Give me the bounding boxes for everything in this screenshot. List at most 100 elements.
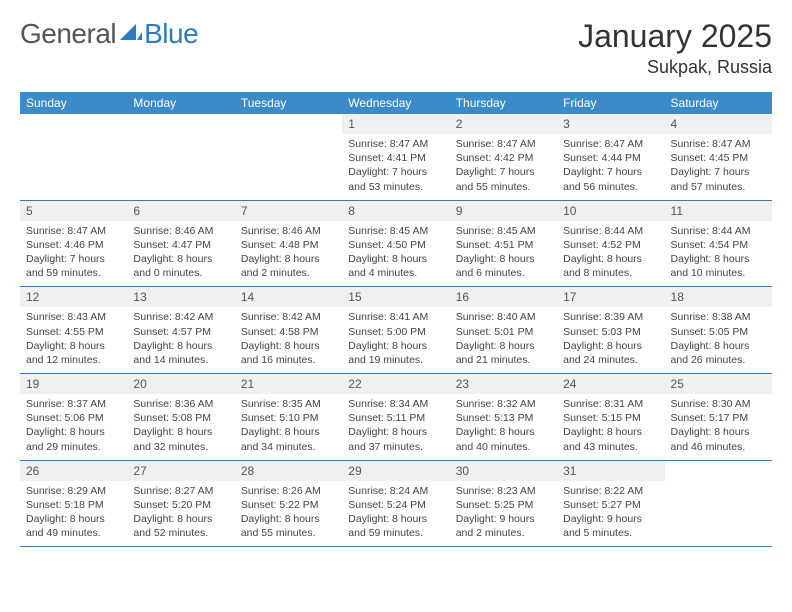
day-number: 15 [342, 287, 449, 307]
day-cell: 1Sunrise: 8:47 AMSunset: 4:41 PMDaylight… [342, 114, 449, 200]
week-row: 26Sunrise: 8:29 AMSunset: 5:18 PMDayligh… [20, 460, 772, 547]
daylight-text: Daylight: 8 hours and 59 minutes. [348, 512, 443, 540]
day-header-row: Sunday Monday Tuesday Wednesday Thursday… [20, 92, 772, 114]
day-header: Tuesday [235, 92, 342, 114]
daylight-text: Daylight: 8 hours and 2 minutes. [241, 252, 336, 280]
week-row: 19Sunrise: 8:37 AMSunset: 5:06 PMDayligh… [20, 374, 772, 461]
day-header: Saturday [665, 92, 772, 114]
day-details: Sunrise: 8:47 AMSunset: 4:41 PMDaylight:… [342, 134, 449, 200]
day-number: 11 [665, 201, 772, 221]
sunset-text: Sunset: 4:58 PM [241, 325, 336, 339]
sunset-text: Sunset: 5:24 PM [348, 498, 443, 512]
day-header: Thursday [450, 92, 557, 114]
calendar-table: Sunday Monday Tuesday Wednesday Thursday… [20, 92, 772, 547]
day-cell: 19Sunrise: 8:37 AMSunset: 5:06 PMDayligh… [20, 374, 127, 461]
sunrise-text: Sunrise: 8:35 AM [241, 397, 336, 411]
day-details: Sunrise: 8:46 AMSunset: 4:47 PMDaylight:… [127, 221, 234, 287]
day-number: 31 [557, 461, 664, 481]
sunset-text: Sunset: 5:27 PM [563, 498, 658, 512]
day-number: 18 [665, 287, 772, 307]
day-number: 29 [342, 461, 449, 481]
daylight-text: Daylight: 9 hours and 5 minutes. [563, 512, 658, 540]
day-number: 26 [20, 461, 127, 481]
day-cell: 22Sunrise: 8:34 AMSunset: 5:11 PMDayligh… [342, 374, 449, 461]
sunset-text: Sunset: 4:52 PM [563, 238, 658, 252]
sunrise-text: Sunrise: 8:47 AM [26, 224, 121, 238]
sunset-text: Sunset: 4:57 PM [133, 325, 228, 339]
logo-text-blue: Blue [144, 18, 198, 50]
day-cell [127, 114, 234, 200]
sunrise-text: Sunrise: 8:45 AM [348, 224, 443, 238]
day-details: Sunrise: 8:47 AMSunset: 4:46 PMDaylight:… [20, 221, 127, 287]
daylight-text: Daylight: 8 hours and 10 minutes. [671, 252, 766, 280]
daylight-text: Daylight: 8 hours and 52 minutes. [133, 512, 228, 540]
sunset-text: Sunset: 4:41 PM [348, 151, 443, 165]
sunset-text: Sunset: 4:48 PM [241, 238, 336, 252]
day-details: Sunrise: 8:32 AMSunset: 5:13 PMDaylight:… [450, 394, 557, 460]
day-number: 27 [127, 461, 234, 481]
day-details: Sunrise: 8:38 AMSunset: 5:05 PMDaylight:… [665, 307, 772, 373]
daylight-text: Daylight: 8 hours and 32 minutes. [133, 425, 228, 453]
daylight-text: Daylight: 7 hours and 53 minutes. [348, 165, 443, 193]
sunrise-text: Sunrise: 8:23 AM [456, 484, 551, 498]
sunrise-text: Sunrise: 8:30 AM [671, 397, 766, 411]
sunset-text: Sunset: 5:05 PM [671, 325, 766, 339]
day-details: Sunrise: 8:34 AMSunset: 5:11 PMDaylight:… [342, 394, 449, 460]
day-details: Sunrise: 8:37 AMSunset: 5:06 PMDaylight:… [20, 394, 127, 460]
daylight-text: Daylight: 8 hours and 26 minutes. [671, 339, 766, 367]
day-cell: 8Sunrise: 8:45 AMSunset: 4:50 PMDaylight… [342, 200, 449, 287]
sunset-text: Sunset: 4:51 PM [456, 238, 551, 252]
daylight-text: Daylight: 8 hours and 55 minutes. [241, 512, 336, 540]
sunrise-text: Sunrise: 8:32 AM [456, 397, 551, 411]
day-cell: 14Sunrise: 8:42 AMSunset: 4:58 PMDayligh… [235, 287, 342, 374]
sunset-text: Sunset: 5:25 PM [456, 498, 551, 512]
day-number: 28 [235, 461, 342, 481]
sunrise-text: Sunrise: 8:44 AM [671, 224, 766, 238]
day-cell [20, 114, 127, 200]
daylight-text: Daylight: 8 hours and 34 minutes. [241, 425, 336, 453]
daylight-text: Daylight: 8 hours and 14 minutes. [133, 339, 228, 367]
daylight-text: Daylight: 8 hours and 21 minutes. [456, 339, 551, 367]
daylight-text: Daylight: 8 hours and 40 minutes. [456, 425, 551, 453]
daylight-text: Daylight: 8 hours and 12 minutes. [26, 339, 121, 367]
day-details: Sunrise: 8:26 AMSunset: 5:22 PMDaylight:… [235, 481, 342, 547]
sunset-text: Sunset: 4:55 PM [26, 325, 121, 339]
day-cell: 28Sunrise: 8:26 AMSunset: 5:22 PMDayligh… [235, 460, 342, 547]
day-header: Friday [557, 92, 664, 114]
day-number: 1 [342, 114, 449, 134]
day-cell: 6Sunrise: 8:46 AMSunset: 4:47 PMDaylight… [127, 200, 234, 287]
day-number: 6 [127, 201, 234, 221]
sunset-text: Sunset: 4:50 PM [348, 238, 443, 252]
day-number: 9 [450, 201, 557, 221]
sunrise-text: Sunrise: 8:38 AM [671, 310, 766, 324]
day-number: 21 [235, 374, 342, 394]
day-cell: 26Sunrise: 8:29 AMSunset: 5:18 PMDayligh… [20, 460, 127, 547]
day-cell: 7Sunrise: 8:46 AMSunset: 4:48 PMDaylight… [235, 200, 342, 287]
sunrise-text: Sunrise: 8:43 AM [26, 310, 121, 324]
day-cell: 16Sunrise: 8:40 AMSunset: 5:01 PMDayligh… [450, 287, 557, 374]
header: General Blue January 2025 Sukpak, Russia [20, 18, 772, 78]
day-details: Sunrise: 8:30 AMSunset: 5:17 PMDaylight:… [665, 394, 772, 460]
day-details: Sunrise: 8:47 AMSunset: 4:44 PMDaylight:… [557, 134, 664, 200]
logo-text-general: General [20, 18, 116, 50]
sunset-text: Sunset: 4:54 PM [671, 238, 766, 252]
day-details: Sunrise: 8:35 AMSunset: 5:10 PMDaylight:… [235, 394, 342, 460]
sunrise-text: Sunrise: 8:39 AM [563, 310, 658, 324]
day-details: Sunrise: 8:44 AMSunset: 4:54 PMDaylight:… [665, 221, 772, 287]
day-details: Sunrise: 8:42 AMSunset: 4:58 PMDaylight:… [235, 307, 342, 373]
day-details: Sunrise: 8:46 AMSunset: 4:48 PMDaylight:… [235, 221, 342, 287]
day-cell: 21Sunrise: 8:35 AMSunset: 5:10 PMDayligh… [235, 374, 342, 461]
day-number: 13 [127, 287, 234, 307]
sunset-text: Sunset: 5:10 PM [241, 411, 336, 425]
sunrise-text: Sunrise: 8:26 AM [241, 484, 336, 498]
month-title: January 2025 [578, 18, 772, 55]
day-number: 17 [557, 287, 664, 307]
sunrise-text: Sunrise: 8:22 AM [563, 484, 658, 498]
sunrise-text: Sunrise: 8:45 AM [456, 224, 551, 238]
daylight-text: Daylight: 7 hours and 55 minutes. [456, 165, 551, 193]
sunrise-text: Sunrise: 8:27 AM [133, 484, 228, 498]
day-details: Sunrise: 8:36 AMSunset: 5:08 PMDaylight:… [127, 394, 234, 460]
sunrise-text: Sunrise: 8:46 AM [241, 224, 336, 238]
day-number: 8 [342, 201, 449, 221]
sunrise-text: Sunrise: 8:40 AM [456, 310, 551, 324]
